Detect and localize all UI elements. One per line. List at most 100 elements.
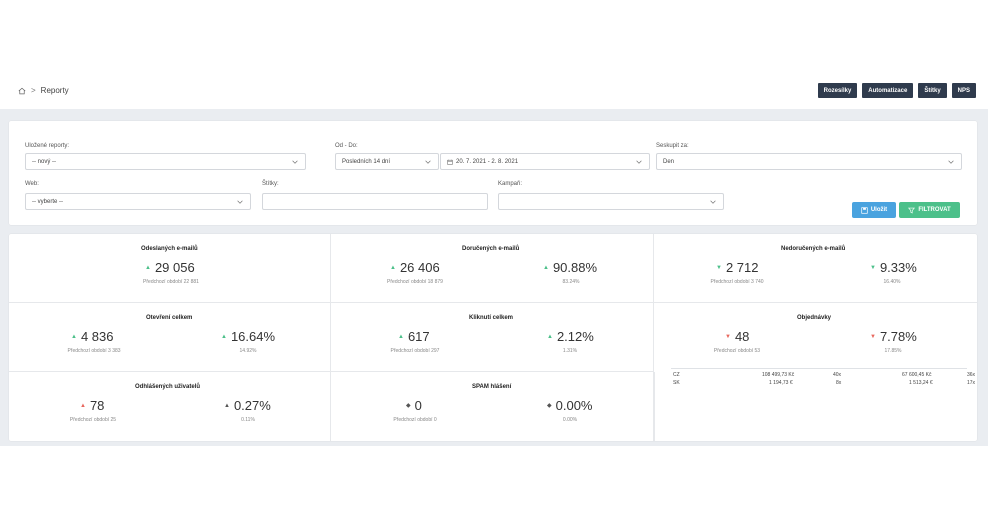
group-by-select[interactable]: Den <box>656 153 962 170</box>
trend-up-icon: ▲ <box>145 264 151 271</box>
date-range-select[interactable]: 20. 7. 2021 - 2. 8. 2021 <box>440 153 650 170</box>
trend-up-icon: ▲ <box>543 264 549 271</box>
undelivered-pct-metric: ▼ 9.33% <box>870 260 917 275</box>
breadcrumb-separator: > <box>31 86 36 95</box>
trend-up-icon: ▲ <box>71 333 77 340</box>
stat-cell-orders <box>654 303 977 372</box>
calendar-icon <box>447 159 453 165</box>
nav-button-rozesilky[interactable]: Rozesílky <box>817 83 858 98</box>
chevron-down-icon <box>709 198 717 206</box>
tags-input[interactable] <box>262 193 488 210</box>
opened-pct-metric: ▲ 16.64% <box>221 329 275 344</box>
table-row: CZ 108 499,73 Kč 40x 67 600,45 Kč 36x <box>663 372 977 380</box>
nav-button-nps[interactable]: NPS <box>951 83 976 98</box>
save-button[interactable]: Uložit <box>852 202 896 218</box>
clicked-pct-metric: ▲ 2.12% <box>547 329 594 344</box>
orders-previous: Předchozí období 53 <box>713 348 761 354</box>
date-preset-value: Posledních 14 dní <box>342 158 391 165</box>
web-select[interactable]: -- vyberte -- <box>25 193 251 210</box>
stat-cell-clicked <box>331 303 654 372</box>
date-range-label: Od - Do: <box>335 143 358 149</box>
spam-pct-metric: ◆ 0.00% <box>547 398 593 413</box>
stats-panel: Odeslaných e-mailů ▲ 29 056 Předchozí ob… <box>9 234 977 441</box>
unsubscribed-metric: ▲ 78 <box>80 398 104 413</box>
saved-reports-select[interactable]: -- nový -- <box>25 153 306 170</box>
campaign-select[interactable] <box>498 193 724 210</box>
nav-button-automatizace[interactable]: Automatizace <box>862 83 914 98</box>
nav-button-stitky[interactable]: Štítky <box>918 83 947 98</box>
orders-pct-previous: 17.85% <box>884 348 902 354</box>
filter-button[interactable]: FILTROVAT <box>899 202 960 218</box>
stat-cell-spam <box>331 372 654 441</box>
stat-cell-sent <box>9 234 331 303</box>
count-cell: 40x <box>833 372 842 378</box>
filter-button-label: FILTROVAT <box>918 207 951 213</box>
trend-up-icon: ▲ <box>547 333 553 340</box>
sent-title: Odeslaných e-mailů <box>141 246 198 252</box>
filter-icon <box>908 207 916 214</box>
clicked-metric: ▲ 617 <box>398 329 430 344</box>
save-button-label: Uložit <box>870 207 888 213</box>
date-range-value: 20. 7. 2021 - 2. 8. 2021 <box>456 158 519 165</box>
unsubscribed-title: Odhlášených uživatelů <box>135 384 201 390</box>
opened-metric: ▲ 4 836 <box>71 329 114 344</box>
top-bar: > Reporty Rozesílky Automatizace Štítky … <box>0 0 988 109</box>
undelivered-title: Nedoručených e-mailů <box>781 246 846 252</box>
sent-value: 29 056 <box>154 260 195 275</box>
undelivered-value: 2 712 <box>725 260 759 275</box>
chevron-down-icon <box>236 198 244 206</box>
top-nav: Rozesílky Automatizace Štítky NPS <box>817 83 976 98</box>
spam-title: SPAM hlášení <box>472 384 512 390</box>
orders-metric: ▼ 48 <box>725 329 749 344</box>
saved-reports-label: Uložené reporty: <box>25 143 70 149</box>
opened-previous: Předchozí období 3 383 <box>67 348 121 354</box>
divider <box>671 368 967 369</box>
spam-pct: 0.00% <box>555 398 593 413</box>
unsubscribed-value: 78 <box>89 398 105 413</box>
clicked-pct: 2.12% <box>556 329 594 344</box>
clicked-value: 617 <box>407 329 430 344</box>
unsubscribed-pct: 0.27% <box>233 398 271 413</box>
tags-label: Štítky: <box>262 181 279 187</box>
web-value: -- vyberte -- <box>32 198 64 205</box>
home-icon[interactable] <box>18 87 26 95</box>
undelivered-metric: ▼ 2 712 <box>716 260 759 275</box>
clicked-previous: Předchozí období 297 <box>390 348 440 354</box>
chevron-down-icon <box>424 158 432 166</box>
trend-up-icon: ▲ <box>224 402 230 409</box>
date-preset-select[interactable]: Posledních 14 dní <box>335 153 439 170</box>
stat-cell-undelivered <box>654 234 977 303</box>
stat-cell-delivered <box>331 234 654 303</box>
country-cell: SK <box>673 380 680 386</box>
delivered-pct-metric: ▲ 90.88% <box>543 260 597 275</box>
save-icon <box>861 206 868 214</box>
spam-previous: Předchozí období 0 <box>393 417 437 423</box>
prev-revenue-cell: 1 513,24 € <box>909 380 933 386</box>
delivered-pct-previous: 83.24% <box>562 279 580 285</box>
chevron-down-icon <box>635 158 643 166</box>
country-cell: CZ <box>673 372 680 378</box>
saved-reports-value: -- nový -- <box>32 158 56 165</box>
prev-revenue-cell: 67 600,45 Kč <box>902 372 932 378</box>
chevron-down-icon <box>947 158 955 166</box>
prev-count-cell: 17x <box>967 380 976 386</box>
unsubscribed-pct-previous: 0.11% <box>241 417 255 423</box>
group-by-value: Den <box>663 158 675 165</box>
trend-up-icon: ▲ <box>80 402 86 409</box>
web-label: Web: <box>25 181 39 187</box>
spam-pct-previous: 0.00% <box>562 417 578 423</box>
breadcrumb: > Reporty <box>18 86 69 95</box>
undelivered-previous: Předchozí období 3 740 <box>710 279 764 285</box>
delivered-title: Doručených e-mailů <box>462 246 520 252</box>
trend-neutral-icon: ◆ <box>547 402 552 409</box>
unsubscribed-pct-metric: ▲ 0.27% <box>224 398 271 413</box>
clicked-pct-previous: 1.31% <box>562 348 578 354</box>
trend-up-icon: ▲ <box>390 264 396 271</box>
opened-pct-previous: 14.92% <box>239 348 257 354</box>
revenue-cell: 108 499,73 Kč <box>762 372 795 378</box>
filter-panel: Uložené reporty: -- nový -- Od - Do: Pos… <box>9 121 977 225</box>
chevron-down-icon <box>291 158 299 166</box>
count-cell: 8x <box>836 380 842 386</box>
stat-cell-unsubscribed <box>9 372 331 441</box>
prev-count-cell: 36x <box>967 372 976 378</box>
